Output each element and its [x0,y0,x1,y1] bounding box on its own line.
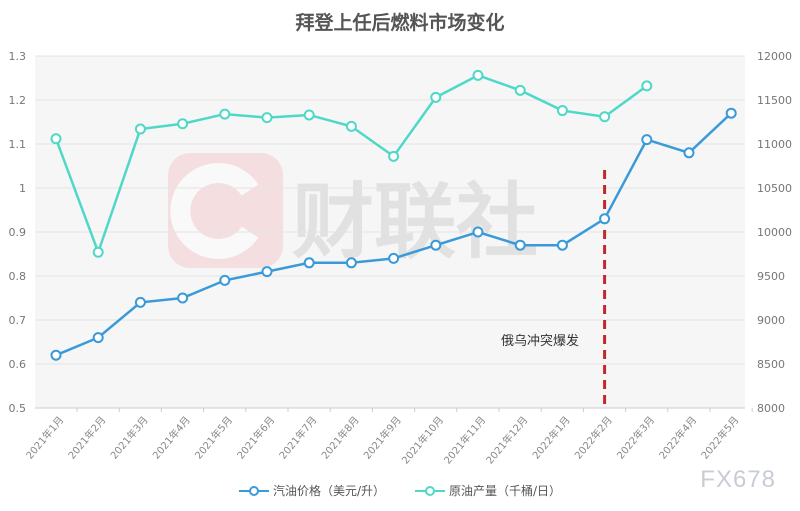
y-left-tick-label: 1.2 [9,94,27,107]
y-left-tick-label: 0.7 [9,314,27,327]
data-point [219,108,231,120]
annotation-label: 俄乌冲突爆发 [501,334,580,349]
x-tick-label: 2021年12月 [483,414,530,467]
y-right-tick-label: 9000 [757,314,785,327]
data-point [725,107,737,119]
x-tick-label: 2022年5月 [698,414,741,462]
data-point [514,84,526,96]
brand-watermark [168,153,283,268]
y-left-tick-label: 1.1 [9,138,27,151]
y-right-tick-label: 9500 [757,270,785,283]
y-right-tick-label: 12000 [757,50,792,63]
y-right-tick-label: 10000 [757,226,792,239]
data-point [556,105,568,117]
data-point [599,213,611,225]
legend-label: 汽油价格（美元/升） [272,484,385,498]
data-point [303,257,315,269]
x-tick-label: 2022年2月 [572,414,615,462]
data-point [92,246,104,258]
chart-title: 拜登上任后燃料市场变化 [295,12,505,34]
legend-item-gasoline[interactable]: 汽油价格（美元/升） [238,482,385,499]
data-point [430,91,442,103]
data-point [50,133,62,145]
data-point [134,123,146,135]
data-point [345,120,357,132]
y-left-tick-label: 0.5 [9,402,27,415]
data-point [683,147,695,159]
data-point [177,292,189,304]
data-point [345,257,357,269]
data-point [219,274,231,286]
y-left-tick-label: 0.6 [9,358,27,371]
x-tick-label: 2021年2月 [65,414,108,462]
x-tick-label: 2022年3月 [614,414,657,462]
data-point [261,112,273,124]
data-point [50,349,62,361]
data-point [303,109,315,121]
y-right-tick-label: 10500 [757,182,792,195]
legend-marker-icon [415,485,445,496]
data-point [388,150,400,162]
data-point [514,239,526,251]
x-tick-label: 2021年11月 [441,414,488,467]
y-left-tick-label: 0.9 [9,226,27,239]
data-point [261,266,273,278]
x-tick-label: 2021年4月 [150,414,193,462]
data-point [641,80,653,92]
y-left-tick-label: 1 [19,182,26,195]
data-point [430,239,442,251]
y-left-tick-label: 1.3 [9,50,27,63]
x-tick-label: 2021年1月 [23,414,66,462]
data-point [641,134,653,146]
x-tick-label: 2021年6月 [234,414,277,462]
x-tick-label: 2021年5月 [192,414,235,462]
data-point [556,239,568,251]
data-point [599,111,611,123]
data-point [134,296,146,308]
y-right-tick-label: 11500 [757,94,792,107]
y-left-tick-label: 0.8 [9,270,27,283]
legend-label: 原油产量（千桶/日） [449,484,562,498]
y-right-tick-label: 8000 [757,402,785,415]
x-tick-label: 2022年4月 [656,414,699,462]
y-right-tick-label: 11000 [757,138,792,151]
legend-item-crude[interactable]: 原油产量（千桶/日） [415,482,561,499]
x-tick-label: 2021年3月 [107,414,150,462]
data-point [472,69,484,81]
legend-marker-icon [238,485,269,496]
data-point [472,226,484,238]
x-tick-label: 2021年8月 [318,414,361,462]
x-tick-label: 2021年10月 [399,414,446,467]
x-tick-label: 2022年1月 [529,414,572,462]
brand-watermark-text: 财联社 [292,175,538,270]
x-tick-label: 2021年9月 [361,414,404,462]
y-right-tick-label: 8500 [757,358,785,371]
data-point [92,332,104,344]
data-point [388,252,400,264]
data-point [177,118,189,130]
fx678-watermark: FX678 [700,466,776,493]
x-tick-label: 2021年7月 [276,414,319,462]
legend: 汽油价格（美元/升） 原油产量（千桶/日） [0,482,800,499]
